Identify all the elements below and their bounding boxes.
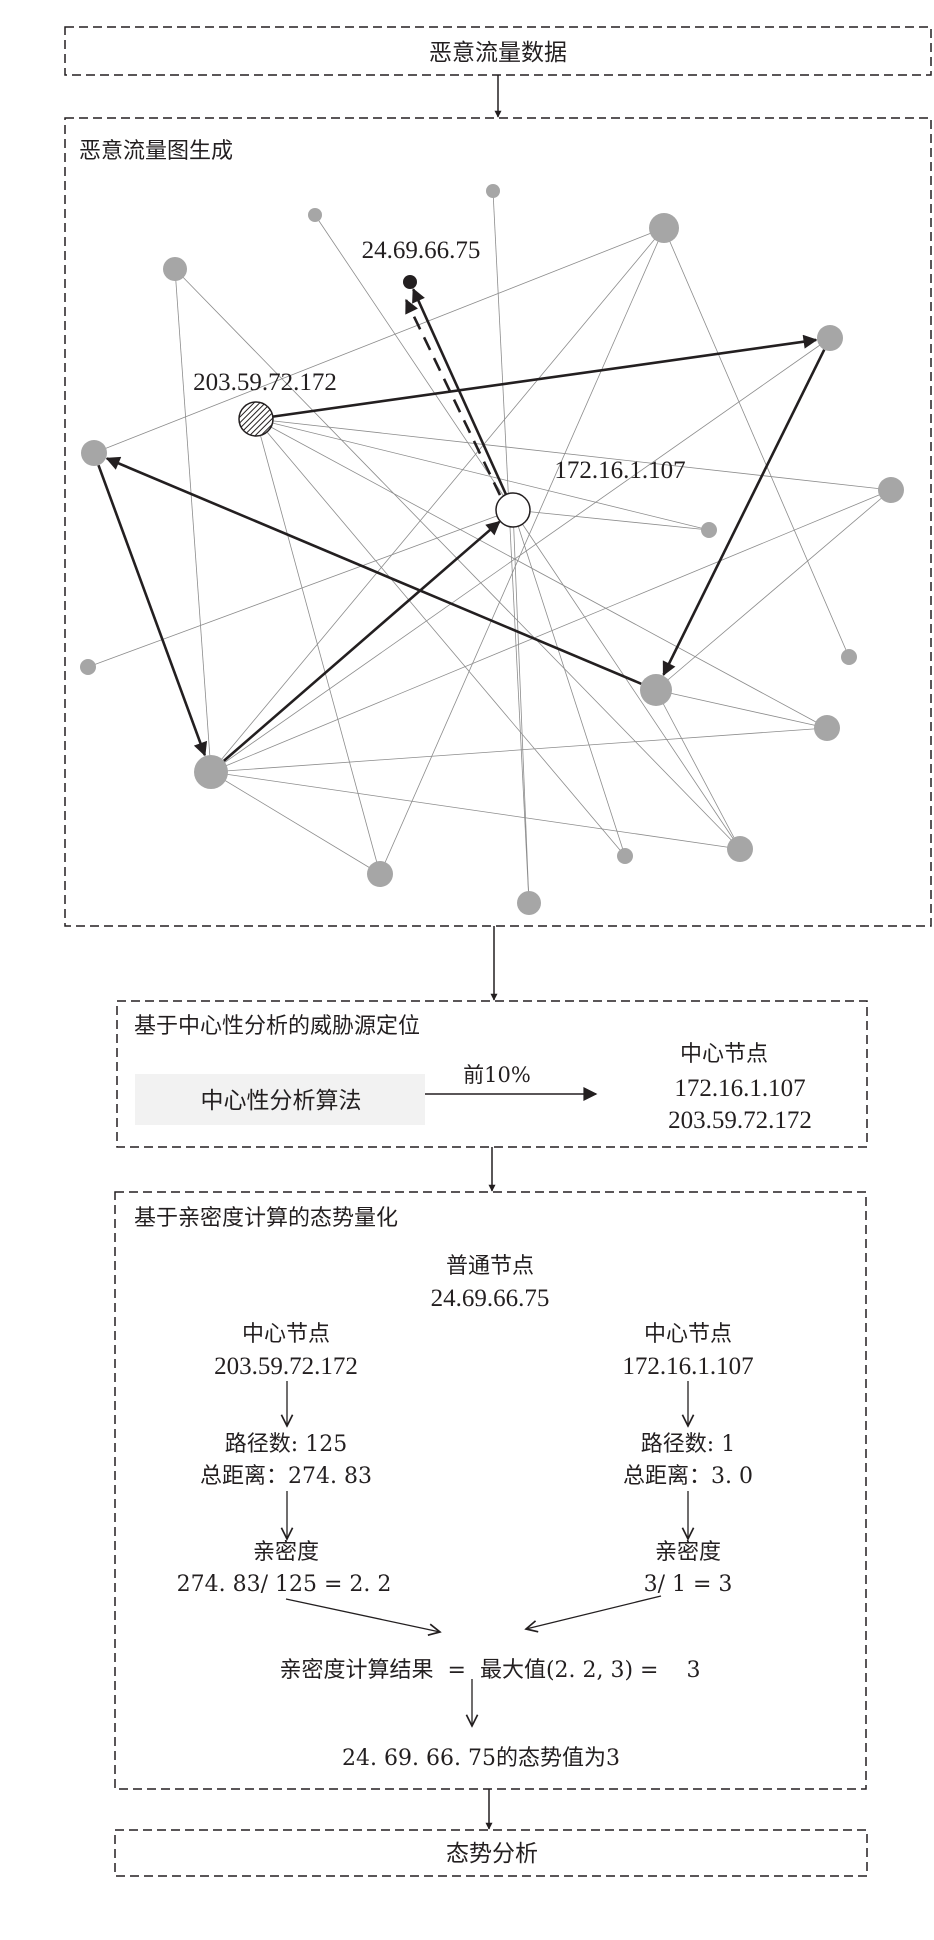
graph-node [617,848,633,864]
graph-node [640,674,672,706]
graph-edge [655,689,741,850]
merge-arrow-left [285,1598,440,1632]
graph-edge [210,771,741,850]
graph-edge [512,509,626,857]
center-node-2: 203.59.72.172 [668,1107,812,1134]
graph-node [814,715,840,741]
graph-edge [512,509,530,904]
top-percent-label: 前10% [463,1063,531,1087]
merge-arrow-right [526,1595,662,1629]
label-hub-b: 172.16.1.107 [554,457,685,484]
graph-edge [512,509,741,850]
left-paths: 路径数: 125 [225,1432,347,1457]
graph-edge [255,418,828,729]
left-intimacy-value: 274. 83/ 125 = 2. 2 [177,1572,392,1597]
label-target-node: 24.69.66.75 [362,237,481,264]
graph-edge [210,727,828,773]
graph-node [486,184,500,198]
graph-edge [174,268,212,773]
graph-node [517,891,541,915]
label-hub-a: 203.59.72.172 [193,369,337,396]
graph-edge [210,489,892,773]
graph-edge [255,418,892,491]
intimacy-result: 亲密度计算结果 = 最大值(2. 2, 3) = 3 [280,1658,701,1683]
right-center-title: 中心节点 [644,1322,732,1347]
right-distance: 总距离：3. 0 [623,1464,753,1489]
center-node-hatched [238,401,274,437]
graph-edge [255,418,710,531]
graph-edge [655,489,892,691]
situation-conclusion: 24. 69. 66. 75的态势值为3 [342,1746,620,1771]
target-node [403,275,417,289]
graph-node [701,522,717,538]
right-intimacy-title: 亲密度 [655,1540,721,1565]
graph-node [649,213,679,243]
output-box [114,1829,868,1877]
graph-edge [255,418,626,857]
graph-edge [655,689,828,729]
graph-edge [93,227,665,454]
attack-path-arrow [97,464,208,757]
graph-node [727,836,753,862]
graph-node [163,257,187,281]
left-distance: 总距离：274. 83 [200,1464,372,1489]
algorithm-label: 中心性分析算法 [201,1088,362,1114]
center-node-white [495,492,531,528]
graph-edge [87,509,514,668]
graph-node [367,861,393,887]
right-paths: 路径数: 1 [641,1432,735,1457]
graph-node [194,755,228,789]
intimacy-box-title: 基于亲密度计算的态势量化 [134,1206,398,1231]
attack-path-arrow [272,334,818,418]
attack-path-arrow [412,288,508,496]
algorithm-box [135,1074,425,1125]
graph-edge [255,418,381,875]
graph-edge [379,227,665,875]
left-center-ip: 203.59.72.172 [214,1353,358,1380]
normal-node-ip: 24.69.66.75 [431,1285,550,1312]
attack-path-arrow [105,456,642,685]
graph-node [81,440,107,466]
graph-box [64,117,932,927]
left-center-title: 中心节点 [242,1322,330,1347]
graph-node [80,659,96,675]
attack-path-arrow [662,349,826,677]
left-column: 中心节点 203.59.72.172 路径数: 125 总距离：274. 83 … [177,1322,392,1597]
input-box-label: 恶意流量数据 [429,40,567,66]
dashed-relation-arrow [404,298,502,496]
center-node-1: 172.16.1.107 [674,1075,805,1102]
graph-edge [210,337,831,773]
intimacy-box [114,1191,867,1790]
right-intimacy-value: 3/ 1 = 3 [644,1572,733,1597]
centrality-box-title: 基于中心性分析的威胁源定位 [134,1014,420,1039]
graph-node [308,208,322,222]
output-box-label: 态势分析 [446,1841,538,1867]
graph-edge [492,190,530,904]
graph-edge [663,227,850,658]
graph-node [841,649,857,665]
graph-box-title: 恶意流量图生成 [79,139,233,164]
graph-edge [210,227,665,773]
right-column: 中心节点 172.16.1.107 路径数: 1 总距离：3. 0 亲密度 3/… [622,1322,753,1597]
attack-path-arrow [222,520,501,762]
left-intimacy-title: 亲密度 [253,1540,319,1565]
right-center-ip: 172.16.1.107 [622,1353,753,1380]
graph-node [817,325,843,351]
graph-edge [314,214,514,511]
graph-edge [512,509,710,531]
center-nodes-title: 中心节点 [680,1042,768,1067]
graph-edge [210,771,381,875]
malicious-traffic-graph [80,184,904,915]
graph-node [878,477,904,503]
normal-node-title: 普通节点 [446,1254,534,1279]
